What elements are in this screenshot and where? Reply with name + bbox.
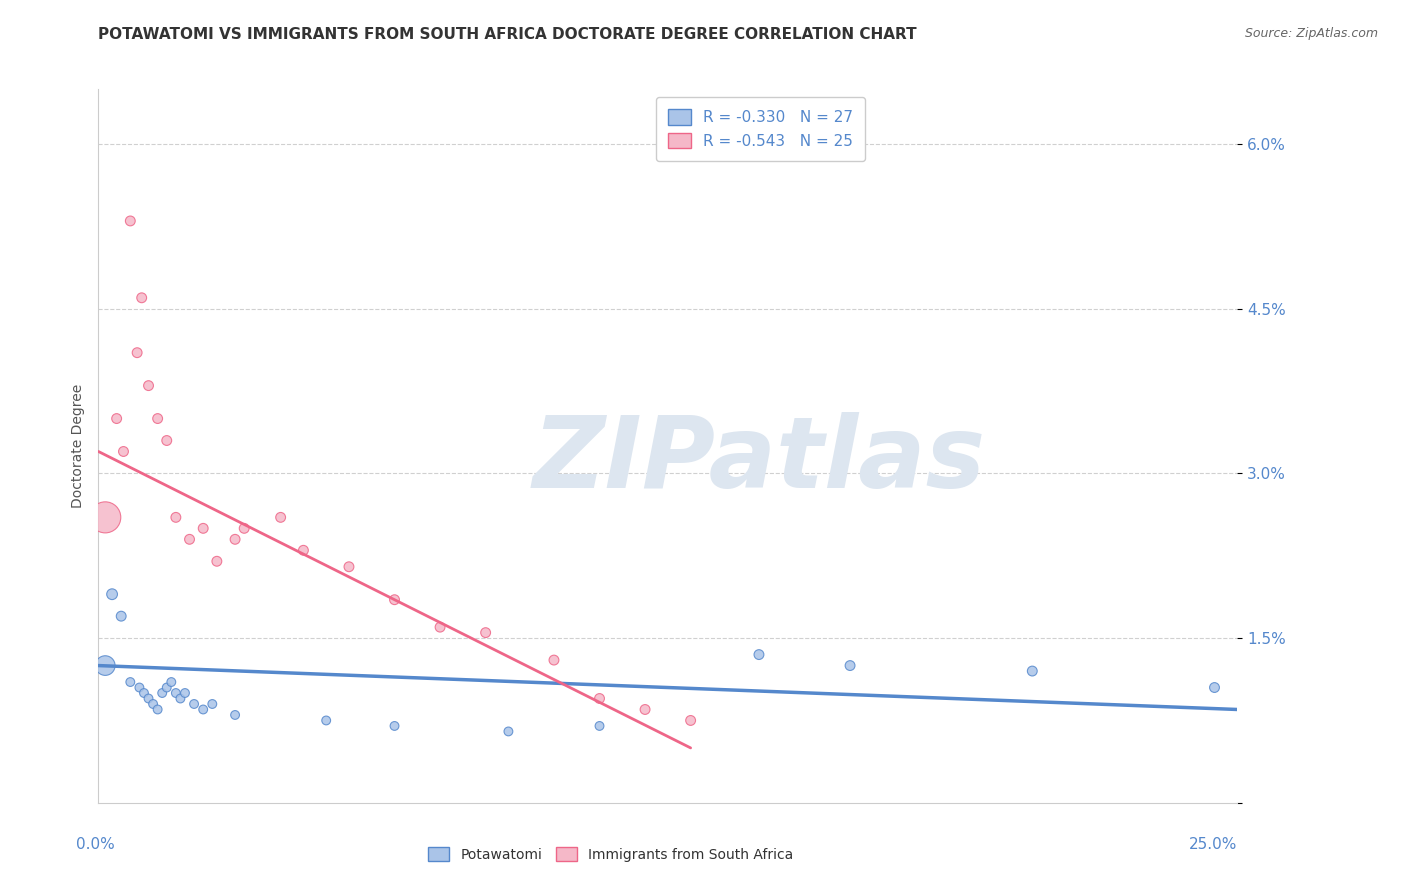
Point xyxy=(748,648,770,662)
Point xyxy=(588,691,610,706)
Point xyxy=(94,658,117,673)
Point xyxy=(146,702,169,716)
Point xyxy=(112,444,135,458)
Point xyxy=(105,411,128,425)
Point xyxy=(179,533,201,547)
Point xyxy=(384,592,406,607)
Point xyxy=(142,697,165,711)
Point xyxy=(679,714,702,728)
Point xyxy=(205,554,228,568)
Y-axis label: Doctorate Degree: Doctorate Degree xyxy=(70,384,84,508)
Point xyxy=(120,675,142,690)
Point xyxy=(150,686,173,700)
Point xyxy=(292,543,315,558)
Point xyxy=(474,625,496,640)
Legend: Potawatomi, Immigrants from South Africa: Potawatomi, Immigrants from South Africa xyxy=(423,841,799,867)
Point xyxy=(588,719,610,733)
Text: ZIPatlas: ZIPatlas xyxy=(533,412,986,508)
Point xyxy=(138,691,160,706)
Point xyxy=(384,719,406,733)
Text: 25.0%: 25.0% xyxy=(1189,838,1237,852)
Point xyxy=(193,521,215,535)
Point xyxy=(1021,664,1043,678)
Point xyxy=(165,686,187,700)
Point xyxy=(110,609,132,624)
Point xyxy=(120,214,142,228)
Point xyxy=(174,686,197,700)
Point xyxy=(634,702,657,716)
Point xyxy=(101,587,124,601)
Point xyxy=(160,675,183,690)
Text: POTAWATOMI VS IMMIGRANTS FROM SOUTH AFRICA DOCTORATE DEGREE CORRELATION CHART: POTAWATOMI VS IMMIGRANTS FROM SOUTH AFRI… xyxy=(98,27,917,42)
Point xyxy=(128,681,150,695)
Point xyxy=(543,653,565,667)
Point xyxy=(94,510,117,524)
Text: Source: ZipAtlas.com: Source: ZipAtlas.com xyxy=(1244,27,1378,40)
Point xyxy=(201,697,224,711)
Point xyxy=(169,691,191,706)
Point xyxy=(127,345,149,359)
Point xyxy=(224,708,246,723)
Point xyxy=(193,702,215,716)
Point xyxy=(839,658,862,673)
Point xyxy=(132,686,155,700)
Point xyxy=(183,697,205,711)
Text: 0.0%: 0.0% xyxy=(76,838,114,852)
Point xyxy=(138,378,160,392)
Point xyxy=(315,714,337,728)
Point xyxy=(233,521,256,535)
Point xyxy=(156,434,179,448)
Point xyxy=(498,724,520,739)
Point xyxy=(165,510,187,524)
Point xyxy=(429,620,451,634)
Point xyxy=(1204,681,1226,695)
Point xyxy=(156,681,179,695)
Point xyxy=(131,291,153,305)
Point xyxy=(146,411,169,425)
Point xyxy=(224,533,246,547)
Point xyxy=(337,559,360,574)
Point xyxy=(270,510,292,524)
